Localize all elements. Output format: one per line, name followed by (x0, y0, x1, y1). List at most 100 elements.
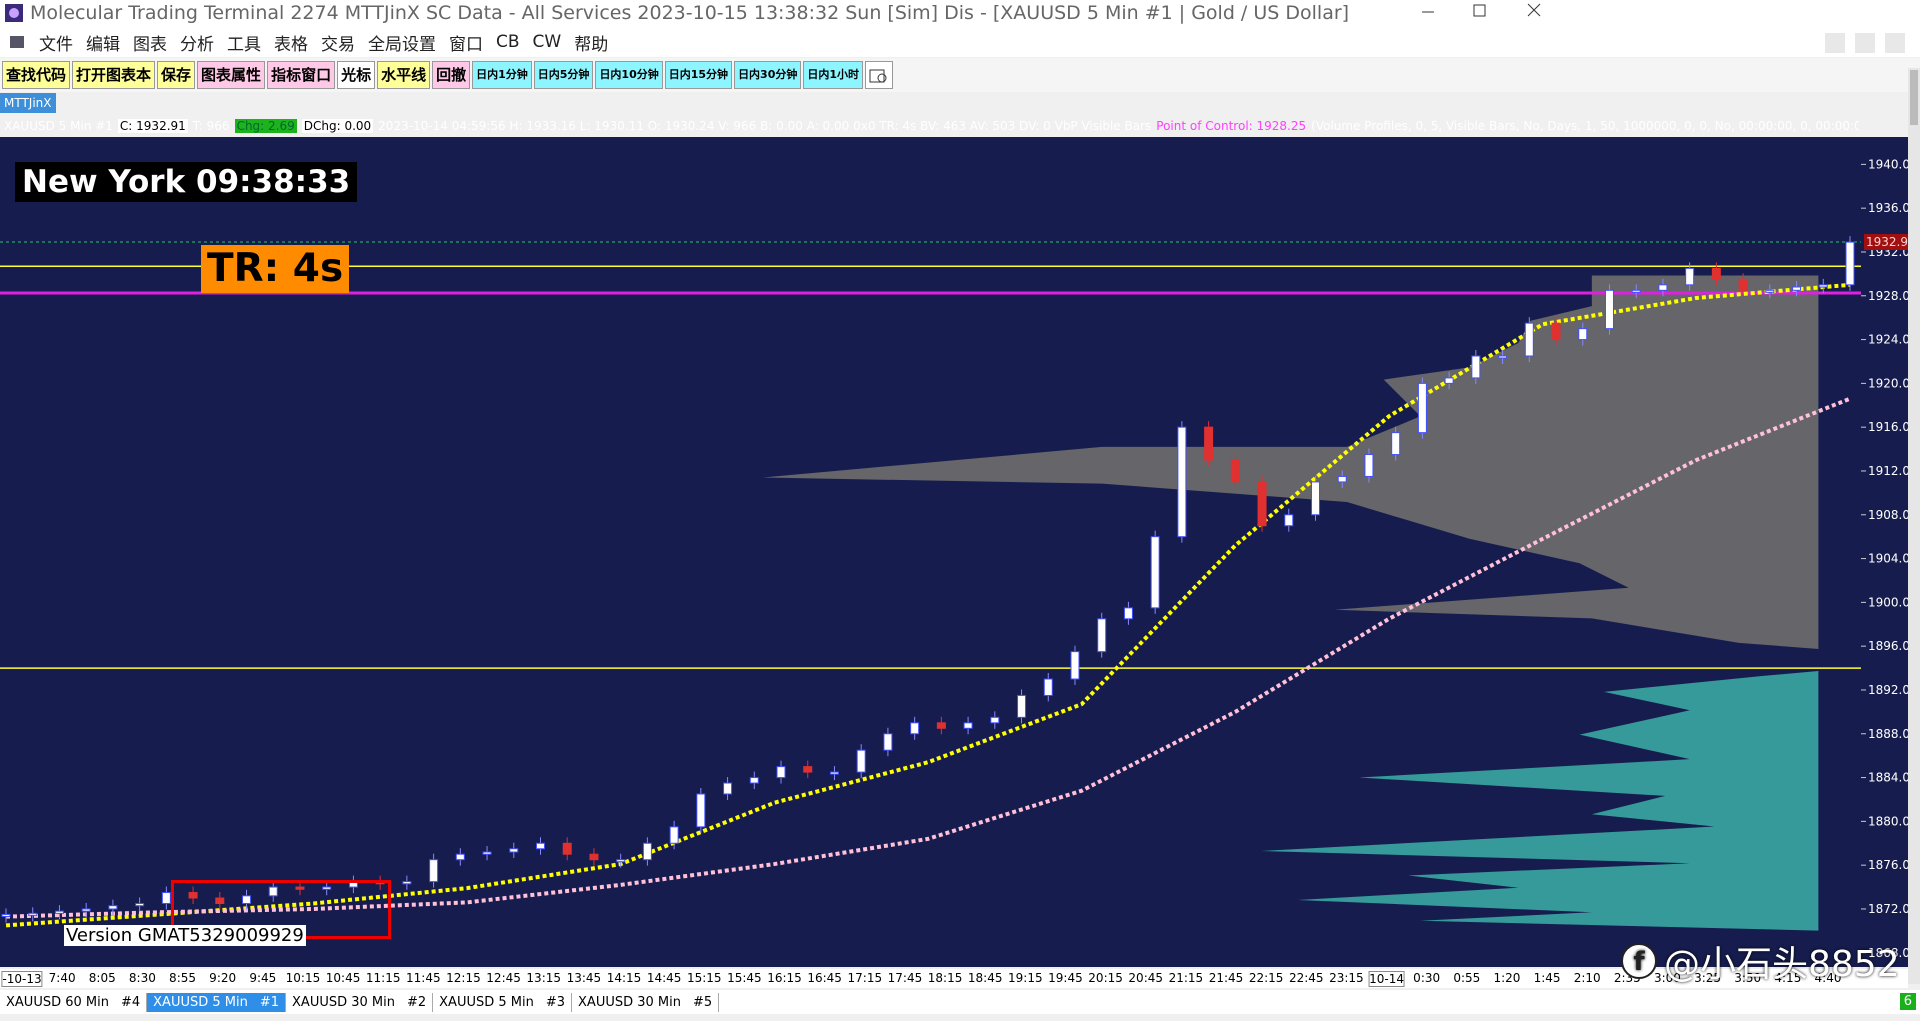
y-tick-label: 1904.00 (1868, 552, 1908, 566)
toolbar-button[interactable]: 回撤 (432, 61, 471, 89)
y-tick-label: 1892.00 (1868, 683, 1908, 697)
candle (1444, 377, 1454, 384)
candle (1738, 278, 1748, 291)
y-tick-label: 1876.00 (1868, 858, 1908, 872)
watermark-text: @小石头8852 (1664, 944, 1900, 985)
study: (Volume Profiles, 0, 5, Visible Bars, No… (1311, 119, 1859, 133)
candle (1070, 651, 1080, 680)
x-tick-label: 11:45 (406, 971, 441, 985)
candle (1792, 286, 1802, 291)
toolbar-button[interactable]: 日内1分钟 (472, 61, 532, 89)
candle (1685, 267, 1695, 286)
tab-label: XAUUSD 5 Min (153, 994, 248, 1010)
toolbar-button[interactable]: 日内30分钟 (734, 61, 802, 89)
candle (1658, 284, 1668, 291)
tab[interactable]: XAUUSD 60 Min #4 (0, 992, 148, 1012)
x-tick-label: 7:40 (48, 971, 76, 985)
tab-id: #4 (120, 994, 141, 1010)
x-tick-label: -10-13 (1, 971, 43, 987)
x-tick-label: 8:55 (169, 971, 197, 985)
candle (963, 722, 973, 729)
y-tick-label: 1916.00 (1868, 420, 1908, 434)
toolbar-button[interactable]: 光标 (337, 61, 376, 89)
tab[interactable]: XAUUSD 30 Min #5 (572, 992, 720, 1012)
change: Chg: 2.69 (234, 119, 297, 133)
menu-item[interactable]: 窗口 (449, 34, 483, 55)
toolbar-button[interactable]: 保存 (157, 61, 196, 89)
chart-tab[interactable]: MTTJinX (0, 93, 56, 113)
candle (509, 848, 519, 853)
toolbar-button[interactable]: 日内15分钟 (664, 61, 733, 89)
candle (1471, 355, 1481, 379)
candle (188, 892, 198, 899)
candle (268, 886, 278, 897)
candle (1284, 514, 1294, 527)
candle (322, 886, 332, 890)
x-tick-label: 13:45 (566, 971, 602, 985)
candle (81, 908, 91, 912)
candle (562, 842, 572, 855)
y-tick-label: 1880.00 (1868, 814, 1908, 828)
menu-item[interactable]: 文件 (39, 34, 73, 55)
x-tick-label: 21:45 (1208, 971, 1244, 985)
watermark-icon: f (1621, 943, 1657, 979)
tab-label: XAUUSD 60 Min (6, 994, 109, 1010)
x-tick-label: 11:15 (365, 971, 401, 985)
menu-item[interactable]: 工具 (227, 34, 261, 55)
toolbar-button[interactable]: 打开图表本 (72, 61, 156, 89)
menu-item[interactable]: 交易 (321, 34, 355, 55)
tab[interactable]: XAUUSD 5 Min #1 (147, 992, 287, 1012)
point-of-control: Point of Control: 1928.25 (1156, 119, 1307, 133)
x-tick-label: 3:50 (1734, 971, 1762, 985)
window-controls[interactable] (1400, 0, 1920, 27)
svg-text:f: f (1633, 947, 1645, 977)
menu-item[interactable]: 表格 (274, 34, 308, 55)
menu-item[interactable]: 图表 (133, 34, 167, 55)
x-tick-label: 18:15 (927, 971, 963, 985)
x-tick-label: 12:15 (446, 971, 481, 985)
symbol: XAUUSD 5 Min #1 (4, 119, 113, 133)
candle (696, 793, 706, 828)
x-tick-label: 17:15 (847, 971, 883, 985)
scrollbar[interactable] (1908, 68, 1920, 984)
toolbar-icon[interactable] (865, 61, 894, 89)
y-tick-label: 1888.00 (1868, 727, 1908, 741)
menu-item[interactable]: 帮助 (574, 34, 609, 55)
info-bar: XAUUSD 5 Min #1 C: 1932.91 T: 966 Chg: 2… (4, 117, 1859, 135)
candle (1311, 481, 1321, 516)
menu-item[interactable]: 分析 (180, 34, 214, 55)
toolbar-button[interactable]: 指标窗口 (267, 61, 336, 89)
x-tick-label: 15:15 (686, 971, 722, 985)
toolbar-button[interactable]: 日内5分钟 (533, 61, 594, 89)
tab[interactable]: XAUUSD 30 Min #2 (286, 992, 434, 1012)
menu-item[interactable]: CB (496, 32, 520, 52)
candle (1097, 618, 1107, 653)
x-tick-label: 3:00 (1653, 971, 1681, 985)
x-tick-label: 9:20 (209, 971, 237, 985)
candle (642, 842, 652, 861)
toolbar-button[interactable]: 水平线 (377, 61, 431, 89)
ma-fast (5, 282, 1851, 928)
candle (1551, 322, 1561, 341)
toolbar-button[interactable]: 图表属性 (197, 61, 266, 89)
toolbar-button[interactable]: 查找代码 (2, 61, 71, 89)
candle (616, 859, 626, 863)
candle (1123, 607, 1133, 620)
tab[interactable]: XAUUSD 5 Min #3 (433, 992, 573, 1012)
candle (936, 722, 946, 729)
candle (1391, 432, 1401, 456)
tab-id: #5 (693, 994, 713, 1010)
candle (1, 913, 11, 917)
child-controls[interactable] (1825, 33, 1915, 53)
toolbar-button[interactable]: 日内1小时 (803, 61, 864, 89)
y-tick-label: 1924.00 (1868, 333, 1908, 347)
candle (883, 733, 893, 751)
menu-item[interactable]: CW (532, 32, 562, 52)
menu-item[interactable]: 编辑 (86, 34, 120, 55)
last-price-label: 1932.91 (1866, 235, 1908, 249)
toolbar-button[interactable]: 日内10分钟 (595, 61, 663, 89)
candle (1845, 241, 1855, 286)
candle (28, 912, 38, 916)
menu-item[interactable]: 全局设置 (368, 34, 436, 55)
x-tick-label: 14:45 (646, 971, 682, 985)
